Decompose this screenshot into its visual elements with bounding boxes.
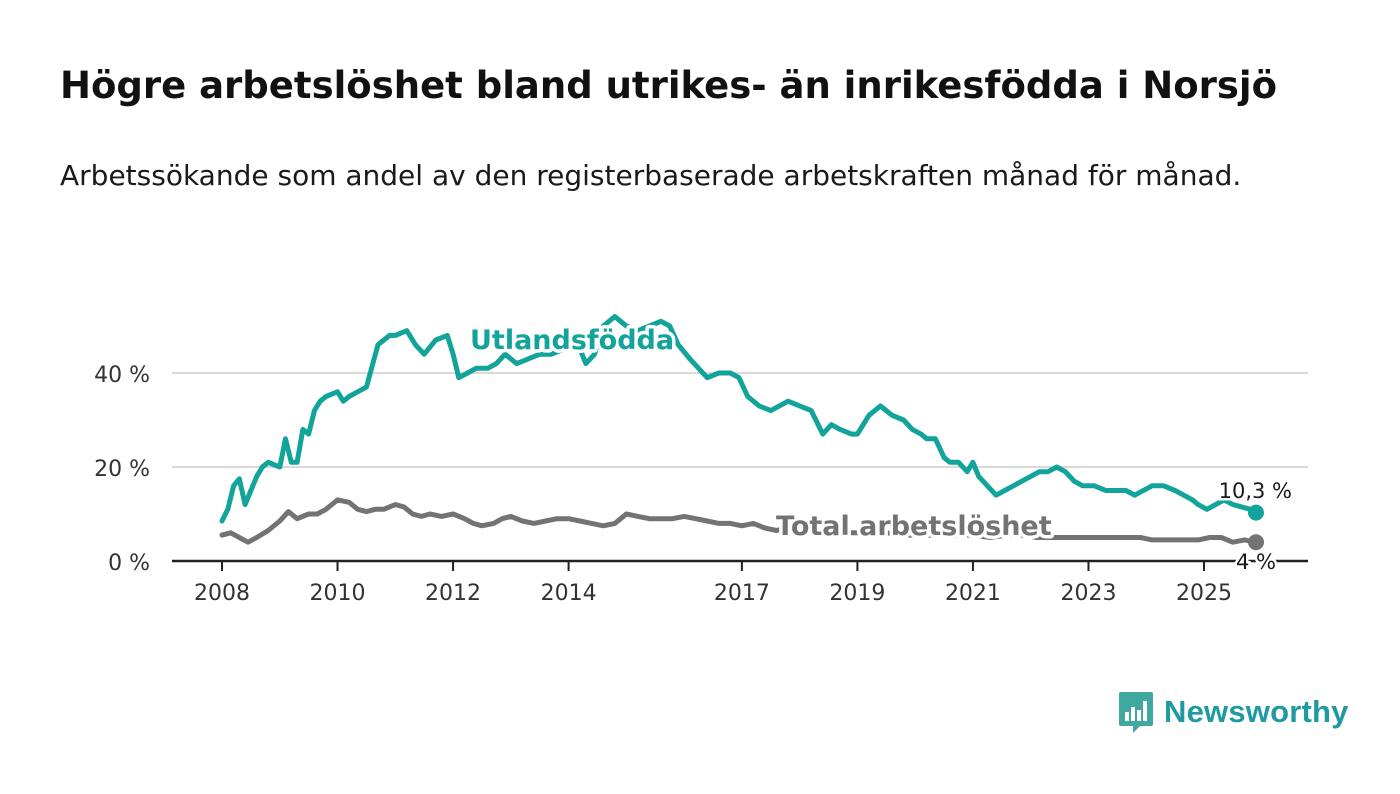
chart-title: Högre arbetslöshet bland utrikes- än inr… <box>60 64 1278 107</box>
endpoint-dot-total <box>1248 534 1264 551</box>
x-tick-label: 2019 <box>829 581 885 606</box>
x-tick-label: 2025 <box>1176 581 1232 606</box>
x-tick-label: 2021 <box>945 581 1001 606</box>
x-tick-label: 2023 <box>1060 581 1116 606</box>
series-lines <box>219 314 1264 551</box>
series-labels: Utlandsfödda Total arbetslöshet 10,3 % 4 % <box>467 322 1295 577</box>
x-tick-label: 2012 <box>425 581 481 606</box>
newsworthy-logo: Newsworthy <box>1118 690 1349 734</box>
y-tick-label: 40 % <box>94 363 150 388</box>
end-value-label-total: 4 % <box>1236 550 1276 574</box>
x-axis: 2008 2010 2012 2014 2017 2019 2021 2023 2025 <box>172 559 1308 606</box>
x-tick-label: 2017 <box>714 581 770 606</box>
y-tick-label: 0 % <box>108 551 150 576</box>
y-axis: 0 % 20 % 40 % <box>94 363 150 576</box>
series-line-total <box>219 497 1259 545</box>
series-line-utlandsfodda <box>219 314 1259 524</box>
series-label-utlandsfodda: Utlandsfödda <box>470 325 674 356</box>
grid-lines <box>172 372 1308 468</box>
chart-subtitle: Arbetssökande som andel av den registerb… <box>60 159 1242 192</box>
y-tick-label: 20 % <box>94 457 150 482</box>
x-tick-label: 2014 <box>541 581 597 606</box>
logo-wordmark: Newsworthy <box>1164 694 1349 729</box>
x-tick-label: 2010 <box>310 581 366 606</box>
series-label-total: Total arbetslöshet <box>776 511 1052 542</box>
bar-chart-icon <box>1119 692 1153 733</box>
line-chart: 0 % 20 % 40 % 2008 2010 2012 2014 2017 2019 2021… <box>94 314 1308 606</box>
x-tick-label: 2008 <box>194 581 250 606</box>
end-value-label-utlandsfodda: 10,3 % <box>1219 479 1292 503</box>
endpoint-dot-utlandsfodda <box>1248 504 1264 521</box>
